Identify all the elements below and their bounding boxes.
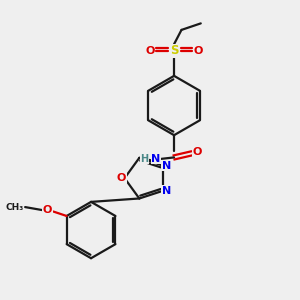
Text: CH₃: CH₃	[5, 202, 24, 211]
Text: O: O	[193, 147, 202, 157]
Text: S: S	[170, 44, 178, 57]
Text: N: N	[151, 154, 160, 164]
Text: N: N	[161, 160, 171, 171]
Text: N: N	[161, 186, 171, 196]
Text: O: O	[194, 46, 203, 56]
Text: O: O	[145, 46, 154, 56]
Text: O: O	[117, 173, 126, 183]
Text: H: H	[140, 154, 148, 164]
Text: O: O	[43, 205, 52, 215]
